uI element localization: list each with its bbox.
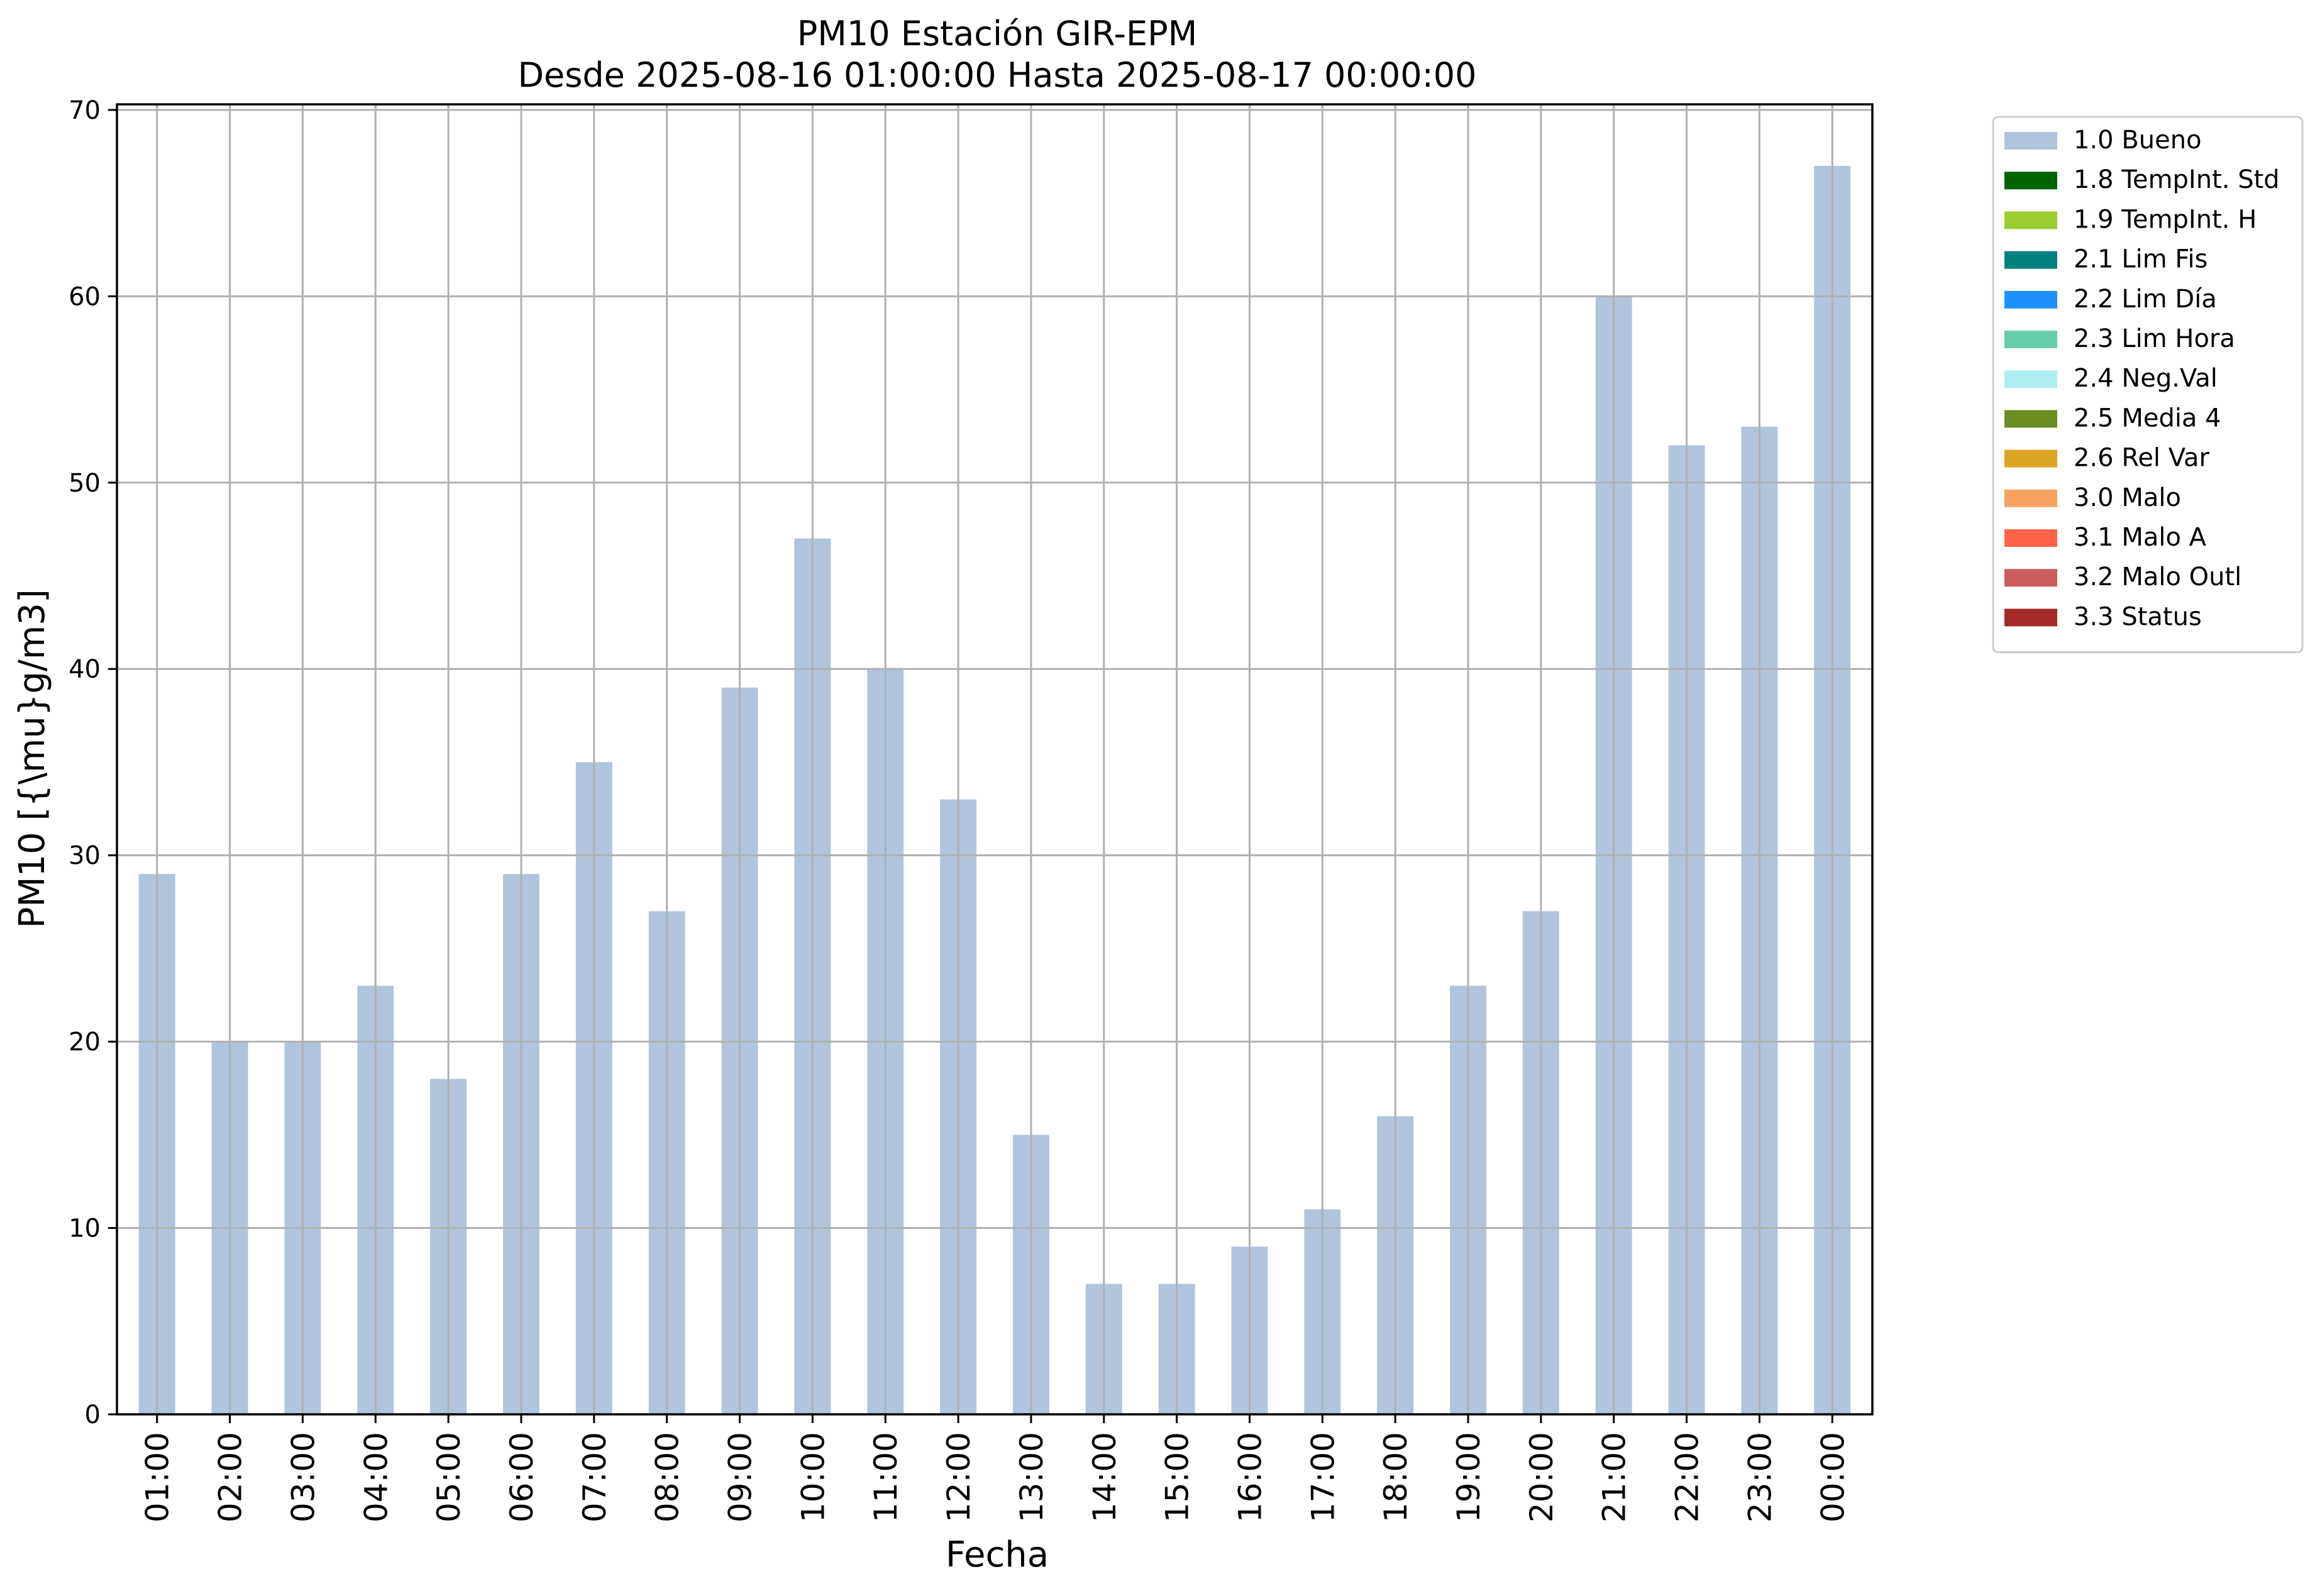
legend-swatch	[2004, 172, 2057, 190]
x-tick-label: 05:00	[431, 1432, 467, 1522]
legend-label: 3.3 Status	[2074, 602, 2202, 631]
y-tick-label: 60	[69, 282, 101, 311]
x-tick-label: 16:00	[1232, 1432, 1268, 1522]
x-tick-label: 20:00	[1523, 1432, 1560, 1522]
legend-label: 1.8 TempInt. Std	[2074, 165, 2280, 194]
legend-label: 2.4 Neg.Val	[2074, 364, 2218, 393]
legend-label: 1.9 TempInt. H	[2074, 205, 2257, 234]
x-tick-label: 00:00	[1815, 1432, 1851, 1522]
plot-area: 0 10 20 30 40 50 60 70 01:00 02:00 03:00 04:00 05:00…	[69, 96, 1874, 1522]
legend-swatch	[2004, 410, 2057, 428]
x-tick-label: 08:00	[649, 1432, 686, 1522]
y-tick-label: 10	[69, 1214, 101, 1243]
x-tick-label: 06:00	[504, 1432, 540, 1522]
legend-label: 1.0 Bueno	[2074, 126, 2202, 155]
legend-label: 2.2 Lim Día	[2074, 285, 2217, 314]
legend-label: 2.1 Lim Fis	[2074, 245, 2207, 274]
x-tick-label: 09:00	[722, 1432, 759, 1522]
x-tick-label: 03:00	[285, 1432, 321, 1522]
x-tick-label: 14:00	[1086, 1432, 1123, 1522]
x-tick-label: 02:00	[213, 1432, 249, 1522]
y-tick-label: 50	[69, 469, 101, 498]
chart-title: PM10 Estación GIR-EPM	[797, 14, 1198, 53]
y-axis-label: PM10 [{\mu}g/m3]	[12, 589, 53, 928]
legend-label: 3.0 Malo	[2074, 483, 2181, 512]
chart-subtitle: Desde 2025-08-16 01:00:00 Hasta 2025-08-…	[517, 55, 1476, 95]
legend-swatch	[2004, 132, 2057, 150]
legend: 1.0 Bueno 1.8 TempInt. Std 1.9 TempInt. H 2…	[1992, 116, 2304, 654]
x-tick-label: 17:00	[1305, 1432, 1341, 1522]
legend-swatch	[2004, 608, 2057, 627]
legend-label: 2.5 Media 4	[2074, 404, 2221, 432]
plot-background	[117, 104, 1872, 1414]
x-tick-label: 11:00	[868, 1432, 904, 1522]
axes-frame	[116, 103, 1874, 1416]
legend-swatch	[2004, 529, 2057, 547]
y-tick-label: 40	[69, 655, 101, 684]
legend-label: 2.6 Rel Var	[2074, 444, 2210, 473]
x-tick-label: 10:00	[795, 1432, 831, 1522]
x-tick-label: 04:00	[358, 1432, 394, 1522]
legend-label: 3.2 Malo Outl	[2074, 563, 2241, 592]
x-tick-label: 01:00	[140, 1432, 176, 1522]
legend-label: 3.1 Malo A	[2074, 523, 2207, 552]
legend-swatch	[2004, 251, 2057, 269]
x-tick-label: 07:00	[577, 1432, 613, 1522]
legend-label: 2.3 Lim Hora	[2074, 324, 2235, 353]
legend-swatch	[2004, 449, 2057, 468]
y-tick-label: 30	[69, 842, 101, 871]
x-axis-label: Fecha	[946, 1534, 1049, 1575]
x-tick-label: 23:00	[1742, 1432, 1778, 1522]
legend-swatch	[2004, 569, 2057, 587]
x-tick-label: 22:00	[1669, 1432, 1706, 1522]
y-tick-label: 70	[69, 96, 101, 125]
y-tick-label: 0	[85, 1401, 101, 1429]
y-tick-label: 20	[69, 1028, 101, 1057]
legend-swatch	[2004, 211, 2057, 229]
legend-swatch	[2004, 370, 2057, 388]
x-tick-label: 15:00	[1159, 1432, 1196, 1522]
x-tick-label: 18:00	[1378, 1432, 1414, 1522]
x-tick-label: 21:00	[1596, 1432, 1633, 1522]
legend-swatch	[2004, 290, 2057, 309]
x-tick-label: 12:00	[941, 1432, 977, 1522]
legend-frame	[1992, 116, 2304, 654]
x-tick-label: 19:00	[1450, 1432, 1487, 1522]
legend-swatch	[2004, 489, 2057, 507]
legend-swatch	[2004, 331, 2057, 348]
x-tick-label: 13:00	[1014, 1432, 1050, 1522]
